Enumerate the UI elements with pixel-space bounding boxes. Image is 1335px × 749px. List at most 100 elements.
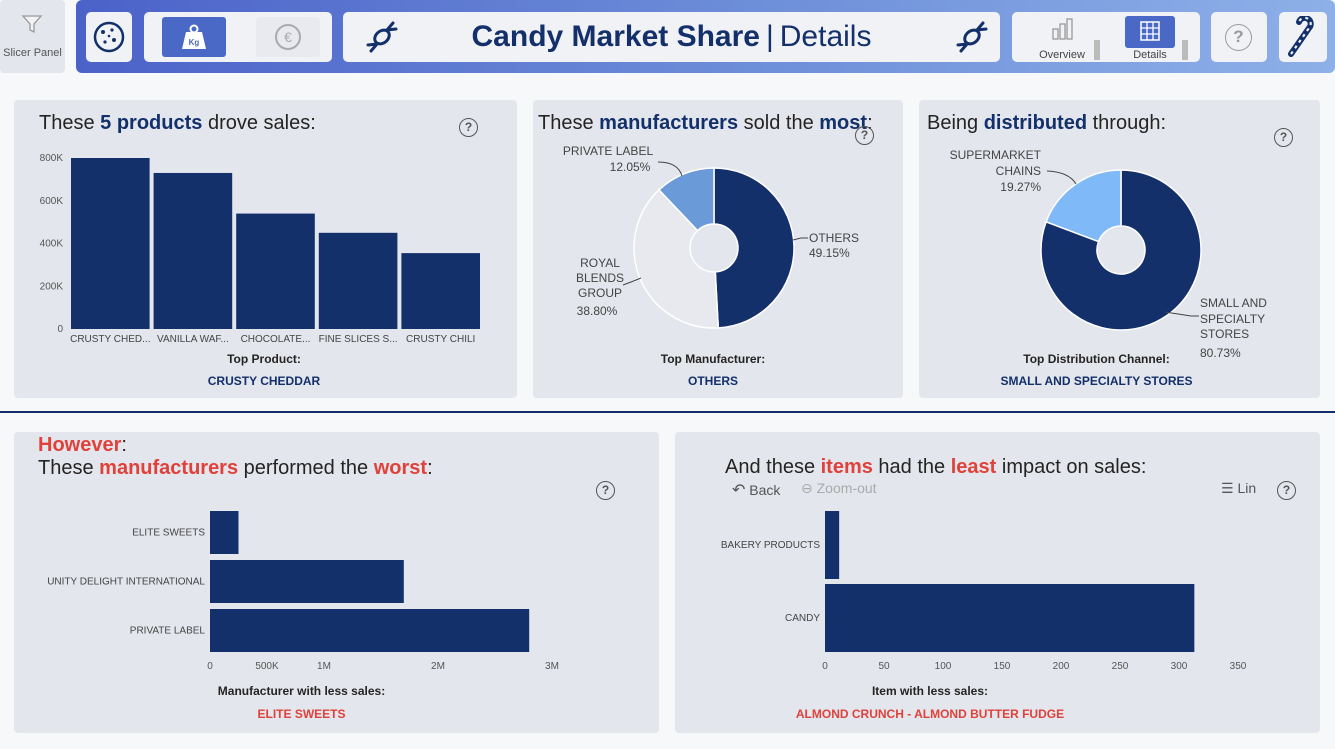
slice-pct: 12.05% [610, 160, 651, 174]
help-icon[interactable]: ? [1274, 128, 1293, 147]
x-tick-label: CRUSTY CHED... [70, 334, 150, 345]
help-button[interactable]: ? [1211, 12, 1267, 62]
leader-line [1164, 311, 1199, 317]
slice-label: PRIVATE LABEL [563, 144, 654, 158]
y-tick-label: ELITE SWEETS [132, 528, 205, 539]
slicer-panel-button[interactable]: Slicer Panel [0, 0, 65, 73]
x-tick-label: CHOCOLATE... [241, 334, 311, 345]
x-tick-label: FINE SLICES S... [319, 334, 398, 345]
x-tick-label: 0 [822, 661, 828, 672]
y-tick-label: CANDY [785, 613, 820, 624]
euro-toggle[interactable]: € [256, 17, 320, 57]
help-icon[interactable]: ? [459, 118, 478, 137]
bar [401, 253, 480, 329]
slice-label: GROUP [578, 286, 622, 300]
slice-label: BLENDS [576, 271, 624, 285]
bar [71, 158, 150, 329]
header-bar: Kg € Candy Market Share | Details [76, 0, 1335, 73]
worst-manufacturer-value: ELITE SWEETS [257, 707, 346, 721]
panel-title: And these items had the least impact on … [725, 456, 1147, 478]
x-tick-label: VANILLA WAF... [157, 334, 229, 345]
bar [825, 511, 840, 579]
x-tick-label: 2M [431, 661, 445, 672]
worst-manufacturers-chart: ELITE SWEETS UNITY DELIGHT INTERNATIONAL P… [47, 511, 559, 672]
svg-text:€: € [284, 29, 292, 45]
top-products-chart: 0 200K 400K 600K 800K CRUSTY CHED... VANILLA W… [40, 153, 480, 345]
candy-cane-button[interactable] [1279, 12, 1327, 62]
nav-details[interactable]: Details [1120, 14, 1180, 62]
cookie-button[interactable] [86, 12, 132, 62]
top-manufacturers-panel: These manufacturers sold the most: ? OTH… [533, 100, 903, 398]
x-tick-label: 50 [878, 661, 890, 672]
help-icon[interactable]: ? [855, 126, 874, 145]
candy-cane-icon [1288, 16, 1314, 57]
candy-icon [366, 21, 398, 53]
y-tick-label: PRIVATE LABEL [130, 626, 206, 637]
top-product-caption: Top Product: [227, 352, 301, 366]
candy-icon [956, 21, 988, 53]
nav-divider [1182, 40, 1188, 60]
bar [210, 560, 404, 603]
nav-overview[interactable]: Overview [1032, 14, 1092, 62]
filter-icon [21, 15, 43, 34]
least-item-caption: Item with less sales: [871, 684, 989, 698]
title-box: Candy Market Share | Details [343, 12, 1000, 62]
slice-label: SMALL AND [1200, 296, 1267, 310]
unit-toggle: Kg € [144, 12, 332, 62]
page-title: Candy Market Share | Details [471, 20, 872, 53]
donut-slice [713, 167, 795, 329]
help-icon[interactable]: ? [596, 481, 615, 500]
donut-slice [657, 167, 715, 232]
worst-manufacturer-caption: Manufacturer with less sales: [217, 684, 386, 698]
y-tick-label: 600K [40, 196, 64, 207]
list-icon: ☰ [1221, 480, 1234, 496]
least-items-panel: And these items had the least impact on … [675, 432, 1320, 733]
back-arrow-icon: ↶ [732, 482, 746, 499]
y-tick-label: 200K [40, 281, 64, 292]
slice-pct: 19.27% [1000, 180, 1041, 194]
nav-details-label: Details [1133, 49, 1167, 61]
top-products-panel: These 5 products drove sales: ? 0 200K 400… [14, 100, 517, 398]
bar [825, 584, 1195, 652]
donut-slice [1045, 169, 1122, 243]
top-channel-value: SMALL AND SPECIALTY STORES [1000, 374, 1193, 388]
table-icon [1140, 21, 1160, 41]
slice-label: OTHERS [809, 231, 859, 245]
bar [318, 232, 398, 329]
section-divider [0, 411, 1335, 413]
y-tick-label: UNITY DELIGHT INTERNATIONAL [47, 577, 205, 588]
back-button[interactable]: ↶ Back [732, 482, 781, 499]
slice-pct: 80.73% [1200, 346, 1241, 360]
leader-line [1046, 170, 1077, 185]
help-icon: ? [1225, 24, 1252, 51]
x-tick-label: 200 [1053, 661, 1070, 672]
lin-scale-button[interactable]: ☰ Lin [1221, 480, 1257, 496]
zoom-out-button[interactable]: ⊖ Zoom-out [801, 480, 877, 496]
page-navigator: Overview Details [1012, 12, 1200, 62]
donut-slice [633, 188, 720, 329]
bar [153, 172, 233, 329]
slicer-panel-label: Slicer Panel [3, 47, 62, 59]
kg-toggle[interactable]: Kg [162, 17, 226, 57]
y-tick-label: BAKERY PRODUCTS [721, 540, 820, 551]
worst-manufacturers-panel: However: These manufacturers performed t… [14, 432, 659, 733]
x-tick-label: 150 [994, 661, 1011, 672]
panel-title: These 5 products drove sales: [39, 112, 316, 134]
cookie-icon [93, 21, 125, 53]
x-tick-label: 100 [935, 661, 952, 672]
distribution-panel: Being distributed through: ? SMALL AND SP… [919, 100, 1320, 398]
slice-label: SPECIALTY [1200, 312, 1265, 326]
leader-line [792, 237, 808, 241]
slice-label: CHAINS [996, 164, 1041, 178]
least-items-chart: BAKERY PRODUCTS CANDY 0 50 100 150 200 250 300 35… [721, 511, 1247, 672]
help-icon[interactable]: ? [1277, 481, 1296, 500]
x-tick-label: 3M [545, 661, 559, 672]
panel-title: These manufacturers sold the most: [538, 112, 873, 134]
x-tick-label: 350 [1230, 661, 1247, 672]
top-product-value: CRUSTY CHEDDAR [207, 374, 321, 388]
leader-line [622, 277, 642, 286]
slice-label: ROYAL [580, 256, 620, 270]
weight-icon: Kg [182, 24, 206, 49]
euro-icon: € [275, 24, 301, 50]
